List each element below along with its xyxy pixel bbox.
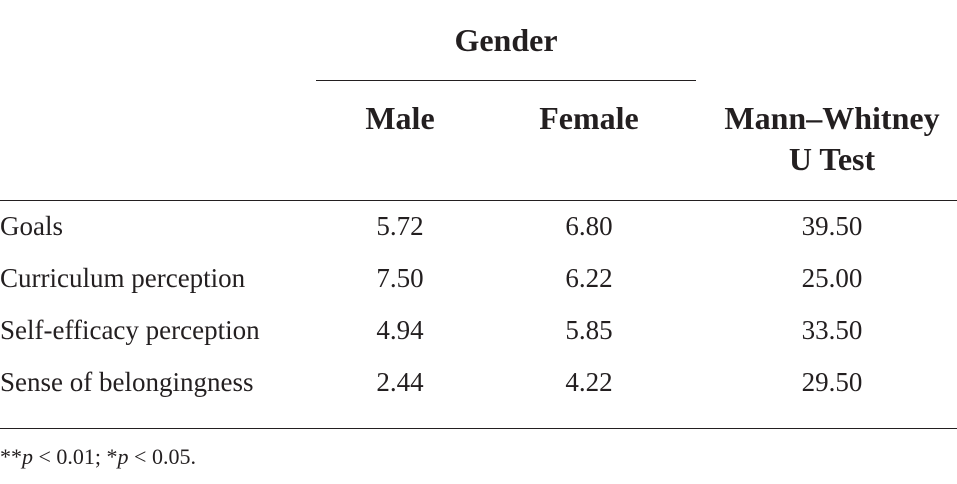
cell-male: 4.94 [376,315,424,345]
cell-u-test: 29.50 [801,367,863,397]
column-header-mann-whitney: Mann–Whitney U Test [700,98,957,180]
cell-female: 6.22 [565,263,613,293]
cell-u-test: 39.50 [801,211,863,241]
column-header-mann-whitney-line2: U Test [788,141,876,177]
cell-male: 2.44 [376,367,424,397]
header-bottom-rule [0,200,957,201]
table-row: Curriculum perception 7.50 6.22 25.00 [0,258,957,298]
footnote-stars: ** [0,444,22,469]
row-label: Self-efficacy perception [0,315,260,345]
table-row: Goals 5.72 6.80 39.50 [0,206,957,246]
group-header-rule [316,80,696,81]
cell-female: 6.80 [565,211,613,241]
cell-female: 4.22 [565,367,613,397]
row-label: Sense of belongingness [0,367,254,397]
column-header-female: Female [539,100,639,136]
cell-u-test: 33.50 [801,315,863,345]
footnote-text-1: < 0.01; * [33,444,118,469]
group-header-gender: Gender [454,22,558,58]
table-footnote: **p < 0.01; *p < 0.05. [0,442,196,472]
table-row: Self-efficacy perception 4.94 5.85 33.50 [0,310,957,350]
table-row: Sense of belongingness 2.44 4.22 29.50 [0,362,957,402]
column-header-male: Male [365,100,435,136]
column-header-mann-whitney-line1: Mann–Whitney [724,100,940,136]
table-bottom-rule [0,428,957,429]
cell-female: 5.85 [565,315,613,345]
footnote-p-symbol: p [117,444,129,469]
footnote-text-2: < 0.05. [128,444,196,469]
cell-u-test: 25.00 [801,263,863,293]
cell-male: 7.50 [376,263,424,293]
cell-male: 5.72 [376,211,424,241]
row-label: Goals [0,211,63,241]
footnote-p-symbol: p [22,444,33,469]
row-label: Curriculum perception [0,263,246,293]
